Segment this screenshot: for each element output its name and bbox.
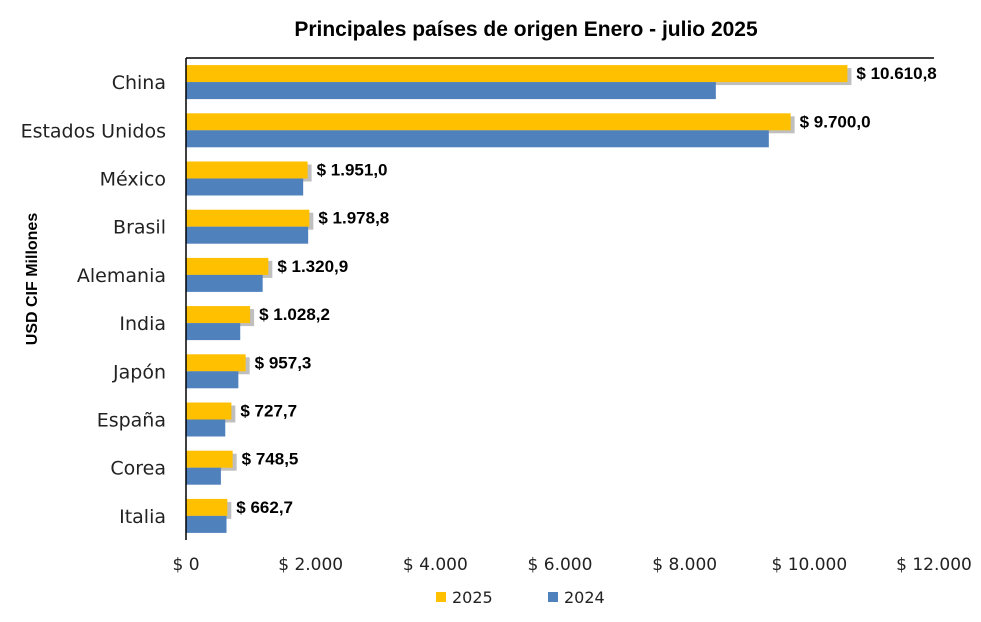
category-label: Corea [110, 458, 166, 480]
category-label: Italia [119, 506, 166, 528]
bars-group [186, 65, 852, 533]
x-tick-label: $ 4.000 [403, 555, 468, 575]
category-label: España [97, 410, 166, 432]
data-label-2025: $ 1.978,8 [318, 209, 389, 228]
data-label-2025: $ 1.028,2 [259, 305, 330, 324]
bar-2025 [186, 306, 251, 324]
x-tick-label: $ 0 [172, 555, 199, 575]
category-label: Brasil [113, 217, 166, 239]
data-label-2025: $ 662,7 [236, 498, 293, 517]
data-label-2025: $ 957,3 [255, 353, 312, 372]
x-tick-label: $ 8.000 [652, 555, 717, 575]
bar-2024 [186, 467, 221, 485]
data-label-2025: $ 1.951,0 [317, 161, 388, 180]
bar-2024 [186, 419, 226, 437]
legend-label: 2024 [564, 588, 605, 607]
bar-2024 [186, 371, 239, 389]
bar-2024 [186, 515, 227, 533]
bar-2025 [186, 402, 232, 420]
bar-2024 [186, 178, 304, 196]
category-labels-group: China Estados Unidos México Brasil Alemania I… [21, 72, 166, 528]
bar-2025 [186, 65, 848, 83]
y-axis-label: USD CIF Millones [24, 213, 41, 346]
bar-2025 [186, 209, 310, 227]
bar-2024 [186, 323, 241, 341]
data-label-2025: $ 727,7 [240, 402, 297, 421]
data-label-2025: $ 10.610,8 [856, 64, 936, 83]
x-tick-label: $ 6.000 [528, 555, 593, 575]
legend: 2025 2024 [436, 588, 605, 607]
category-label: México [100, 169, 166, 191]
x-tick-label: $ 12.000 [896, 555, 972, 575]
legend-label: 2025 [452, 588, 493, 607]
legend-swatch [436, 592, 446, 602]
category-label: Japón [112, 361, 166, 383]
category-label: Estados Unidos [21, 120, 166, 142]
data-label-2025: $ 748,5 [242, 450, 299, 469]
data-labels-group: $ 10.610,8 $ 9.700,0 $ 1.951,0 $ 1.978,8 $ 1… [236, 64, 936, 517]
legend-swatch [548, 592, 558, 602]
bar-2025 [186, 498, 228, 516]
category-label: China [112, 72, 166, 94]
bar-2025 [186, 257, 269, 275]
bar-2025 [186, 450, 233, 468]
chart-title: Principales países de origen Enero - jul… [294, 18, 758, 41]
x-tick-labels-group: $ 0 $ 2.000 $ 4.000 $ 6.000 $ 8.000 $ 10.000 $… [172, 555, 971, 575]
category-label: Alemania [77, 265, 166, 287]
bar-2025 [186, 113, 791, 131]
bar-2024 [186, 82, 716, 100]
x-tick-label: $ 2.000 [278, 555, 343, 575]
bar-2025 [186, 161, 308, 179]
bar-2024 [186, 274, 263, 292]
data-label-2025: $ 1.320,9 [277, 257, 348, 276]
bar-2025 [186, 354, 246, 372]
x-tick-label: $ 10.000 [771, 555, 847, 575]
data-label-2025: $ 9.700,0 [800, 112, 871, 131]
category-label: India [119, 313, 166, 335]
bar-2024 [186, 130, 769, 148]
bar-2024 [186, 226, 309, 244]
